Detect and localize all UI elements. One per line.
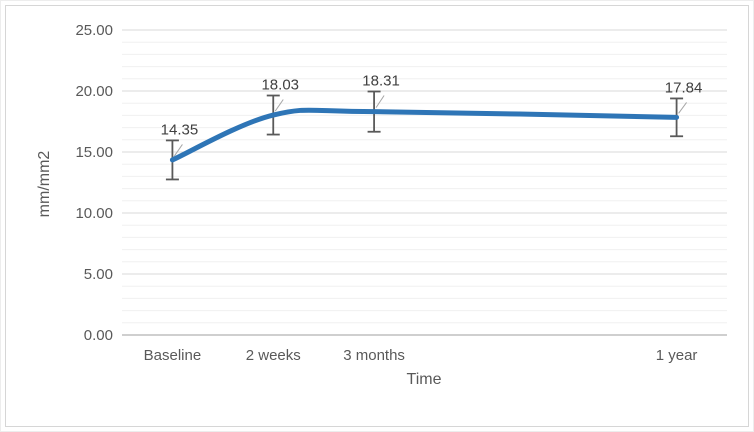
y-axis-title: mm/mm2: [36, 150, 53, 218]
series-line: [169, 107, 680, 163]
y-tick-label: 20.00: [75, 83, 113, 100]
y-tick-label: 10.00: [75, 205, 113, 222]
x-category-label: 3 months: [343, 347, 405, 364]
data-label: 17.84: [665, 79, 703, 96]
data-label: 14.35: [161, 121, 199, 138]
y-tick-label: 25.00: [75, 22, 113, 39]
x-category-label: Baseline: [144, 347, 202, 364]
label-leader-line: [274, 99, 284, 112]
y-tick-label: 0.00: [84, 327, 113, 344]
x-axis-title: Time: [406, 371, 442, 388]
data-label: 18.03: [261, 77, 299, 94]
x-category-label: 2 weeks: [246, 347, 301, 364]
y-tick-label: 15.00: [75, 144, 113, 161]
x-category-label: 1 year: [656, 347, 698, 364]
label-leader-line: [375, 95, 385, 108]
y-tick-label: 5.00: [84, 266, 113, 283]
data-label: 18.31: [362, 72, 400, 89]
label-leader-line: [678, 102, 687, 114]
label-leader-line: [174, 144, 183, 157]
